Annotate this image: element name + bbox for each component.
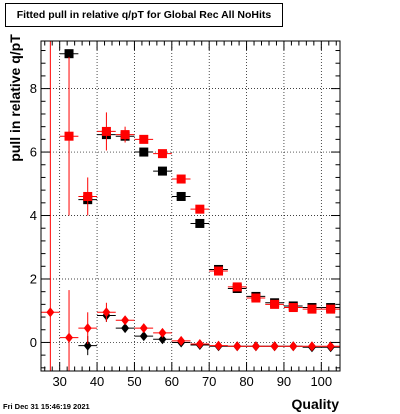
data-point — [307, 341, 316, 352]
y-tick-label: 0 — [30, 335, 37, 350]
data-point — [214, 266, 224, 276]
y-axis-label: pull in relative q/pT — [7, 34, 23, 162]
data-point — [158, 327, 167, 338]
y-tick-label: 4 — [30, 208, 37, 223]
plot-frame — [40, 40, 341, 372]
axis-ticks: 30 40 50 60 70 80 90 100 0 2 4 6 8 — [30, 41, 340, 389]
grid-lines — [41, 41, 340, 371]
chart-title: Fitted pull in relative q/pT for Global … — [5, 3, 283, 27]
x-tick-label: 40 — [90, 374, 104, 389]
data-series — [41, 41, 340, 371]
data-point — [214, 340, 223, 351]
data-point — [195, 218, 205, 228]
data-point — [46, 307, 55, 318]
data-point — [139, 331, 148, 342]
data-point — [288, 303, 298, 313]
data-point — [83, 323, 92, 334]
data-point — [83, 340, 92, 351]
timestamp: Fri Dec 31 15:46:19 2021 — [3, 402, 90, 411]
data-point — [195, 204, 205, 214]
data-point — [177, 335, 186, 346]
series-3 — [41, 41, 340, 371]
data-point — [176, 191, 186, 201]
data-point — [270, 341, 279, 352]
data-point — [157, 149, 167, 159]
data-point — [157, 166, 167, 176]
data-point — [64, 49, 74, 59]
plot-frame-bg — [41, 41, 340, 371]
data-point — [251, 341, 260, 352]
data-point — [65, 332, 74, 343]
data-point — [139, 147, 149, 157]
data-point — [195, 339, 204, 350]
y-tick-label: 2 — [30, 271, 37, 286]
data-point — [232, 282, 242, 292]
data-point — [289, 341, 298, 352]
x-tick-label: 90 — [277, 374, 291, 389]
x-tick-label: 60 — [165, 374, 179, 389]
data-point — [233, 341, 242, 352]
data-point — [83, 191, 93, 201]
y-tick-label: 6 — [30, 145, 37, 160]
data-point — [121, 323, 130, 334]
x-tick-label: 80 — [239, 374, 253, 389]
x-tick-label: 30 — [52, 374, 66, 389]
x-axis-label: Quality — [291, 396, 339, 412]
x-tick-label: 70 — [202, 374, 216, 389]
y-tick-label: 8 — [30, 81, 37, 96]
data-point — [326, 341, 335, 352]
data-point — [139, 323, 148, 334]
data-point — [176, 174, 186, 184]
data-point — [270, 299, 280, 309]
data-point — [101, 126, 111, 136]
x-tick-label: 100 — [310, 374, 332, 389]
data-point — [326, 304, 336, 314]
data-point — [121, 315, 130, 326]
data-point — [64, 131, 74, 141]
data-point — [251, 293, 261, 303]
data-point — [120, 130, 130, 140]
x-tick-label: 50 — [127, 374, 141, 389]
data-point — [307, 304, 317, 314]
data-point — [102, 307, 111, 318]
data-point — [158, 334, 167, 345]
data-point — [139, 134, 149, 144]
series-1 — [59, 56, 340, 314]
